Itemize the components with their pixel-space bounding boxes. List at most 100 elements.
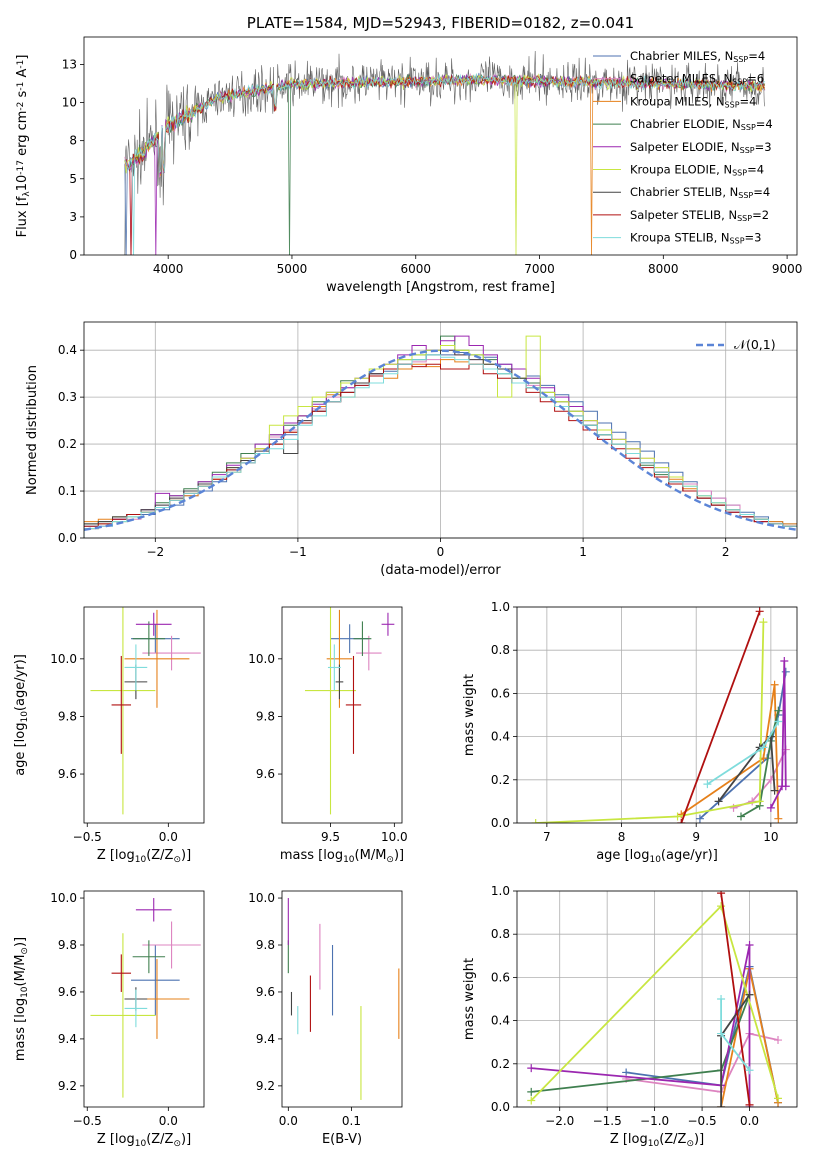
weight-marker [780,657,789,665]
y-tick-label: 0.2 [491,1057,510,1071]
plot-area [84,607,204,823]
weight-marker [774,1036,783,1045]
weight-marker [677,819,686,823]
plot-area [282,891,402,1107]
weight-marker [774,706,783,715]
plot-area [517,607,797,823]
axes-frame [83,321,798,539]
x-tick-label: 8000 [648,262,679,276]
weight-line [770,660,787,809]
x-axis-label: wavelength [Angstrom, rest frame] [326,280,555,295]
y-tick-label: 0.2 [491,773,510,787]
x-tick-label: 7000 [524,262,555,276]
x-tick-label: −0.5 [73,1114,102,1128]
x-tick-label: 7 [543,830,551,844]
y-tick-label: 0.0 [491,816,510,830]
x-axis-label: Z [log10(Z/Z⊙)] [97,848,191,865]
plot-content [287,898,400,1100]
y-tick-label: 1.0 [491,600,510,614]
x-tick-label: 0.0 [159,830,178,844]
y-tick-label: 13 [62,57,77,71]
axes-frame [281,606,403,824]
weight-line [717,734,776,802]
weight-marker [766,803,775,812]
weight-marker [531,819,540,823]
y-tick-label: 5 [69,172,77,186]
weight-marker [729,803,738,812]
weight-marker [781,667,790,676]
y-tick-label: 10.0 [248,891,275,905]
y-tick-label: 0.0 [491,1100,510,1114]
y-tick-label: 0.8 [491,643,510,657]
chart-spectrum: 4000 5000 6000 7000 8000 9000 0 3 5 8 10 13 waveleng… [15,14,802,295]
weight-marker [781,782,790,791]
y-tick-label: 8 [69,134,77,148]
chart-weight-vs-Z: −2.0 −1.5 −1.0 −0.5 0.0 0.0 0.2 0.4 0.6 0.8 1.0 Z [… [462,884,798,1149]
weight-marker [745,990,754,999]
x-axis-label: mass [log10(M/M⊙)] [280,848,404,865]
x-tick-label: 9 [692,830,700,844]
weight-marker [717,891,726,898]
weight-line [535,622,765,823]
legend-label: Salpeter ELODIE, NSSP=3 [630,140,772,155]
axes-frame [83,890,205,1108]
chart-age-vs-mass: 9.5 10.0 9.6 9.8 10.0 mass [log10(M/M⊙)] [248,606,408,865]
x-tick-label: 0.0 [159,1114,178,1128]
x-tick-label: 2 [722,545,730,559]
axes-frame [281,890,403,1108]
chart-title: PLATE=1584, MJD=52943, FIBERID=0182, z=0… [247,14,634,32]
y-axis-label: Normed distribution [25,365,40,495]
weight-marker [745,1066,754,1075]
y-tick-label: 0 [69,248,77,262]
y-tick-label: 0.0 [58,531,77,545]
x-tick-label: 0.0 [740,1114,759,1128]
weight-marker [737,812,745,821]
x-tick-label: 8 [618,830,626,844]
y-tick-label: 10 [62,96,77,110]
y-tick-label: 9.2 [256,1079,275,1093]
y-axis-label: mass [log10(M/M⊙)] [13,937,30,1061]
y-tick-label: 10.0 [50,891,77,905]
weight-marker [703,780,712,789]
y-axis-label: Flux [fλ10-17 erg cm-2 s-1 A-1] [15,55,32,238]
x-axis-label: (data-model)/error [380,563,501,578]
x-tick-label: 4000 [153,262,184,276]
x-tick-label: 10 [763,830,778,844]
plot-content [90,898,201,1098]
y-tick-label: 0.6 [491,970,510,984]
weight-marker [755,797,764,806]
weight-marker [745,1100,754,1107]
y-tick-label: 9.6 [58,767,77,781]
x-tick-label: −1.0 [640,1114,669,1128]
chart-age-vs-Z: −0.5 0.0 9.6 9.8 10.0 Z [log10(Z/Z⊙)] age [log… [13,606,205,865]
weight-marker [745,941,754,949]
weight-line [740,710,780,818]
x-tick-label: 9.5 [321,830,340,844]
x-tick-label: 1 [579,545,587,559]
chart-residual-histogram: −2 −1 0 1 2 0.0 0.1 0.2 0.3 0.4 (data-model)/error… [25,321,798,578]
axes-frame [83,36,798,256]
y-tick-label: 0.3 [58,390,77,404]
axes-frame [516,890,798,1108]
y-tick-label: 0.6 [491,686,510,700]
y-tick-label: 3 [69,210,77,224]
weight-marker [759,618,768,627]
weight-marker [714,797,723,806]
x-tick-label: −1.5 [593,1114,622,1128]
x-tick-label: 5000 [277,262,308,276]
legend-label: Kroupa ELODIE, NSSP=4 [630,163,764,178]
y-tick-label: 9.4 [58,1032,77,1046]
y-tick-label: 9.6 [256,985,275,999]
x-axis-label: age [log10(age/yr)] [596,848,718,865]
y-axis-label: mass weight [462,958,477,1040]
legend-label: Chabrier STELIB, NSSP=4 [630,185,770,200]
x-tick-label: −2 [146,545,164,559]
y-tick-label: 9.6 [256,767,275,781]
x-tick-label: 10.0 [381,830,408,844]
x-tick-label: −0.5 [73,830,102,844]
y-tick-label: 1.0 [491,884,510,898]
plot-content [531,607,790,823]
axes-frame [83,606,205,824]
weight-marker [774,1094,783,1103]
weight-marker [774,814,783,823]
